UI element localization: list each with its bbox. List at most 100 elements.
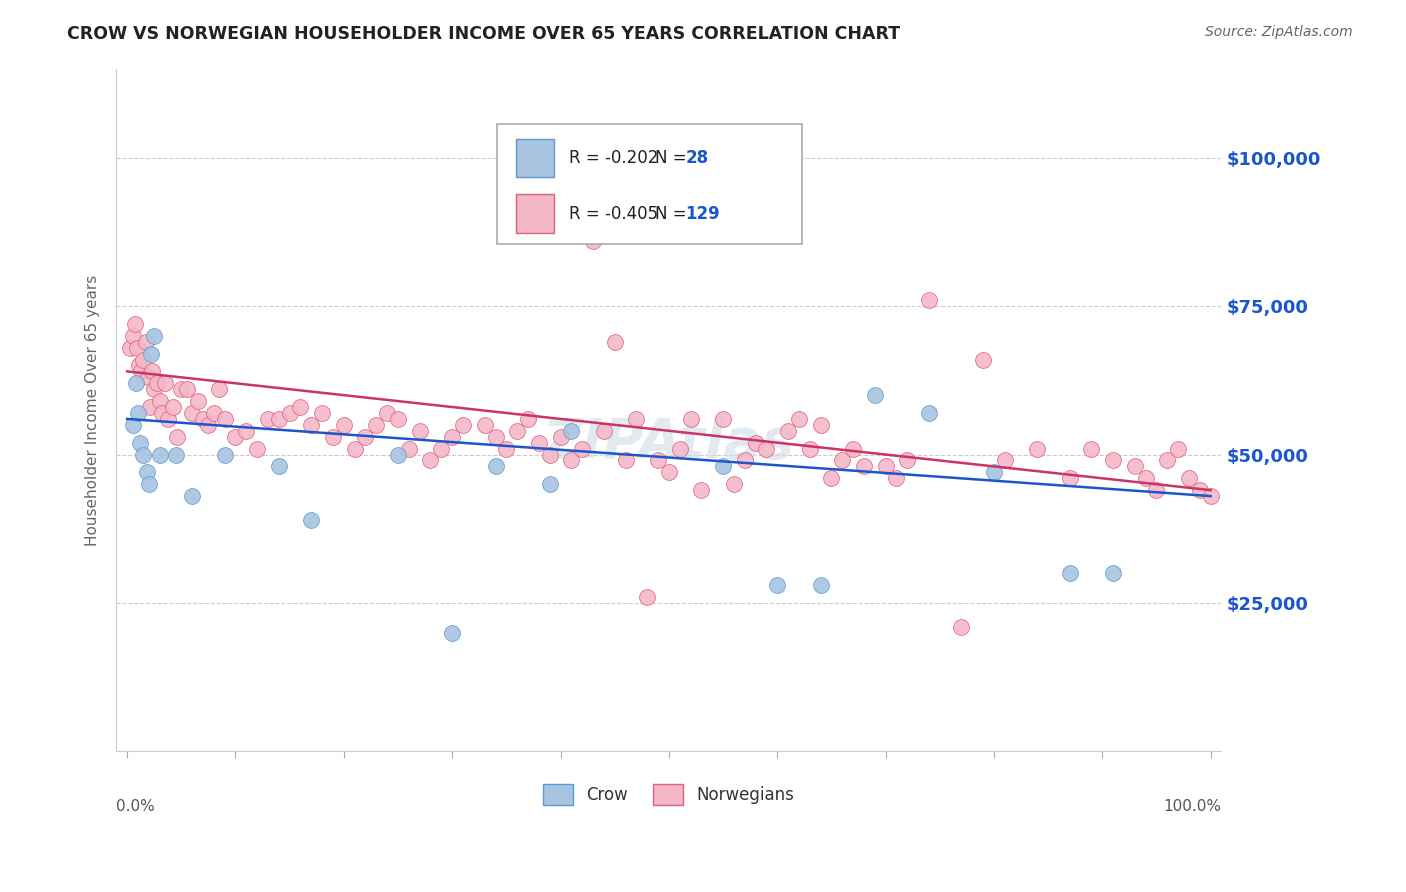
Point xyxy=(766,578,789,592)
Point xyxy=(538,477,561,491)
Point xyxy=(950,620,973,634)
Point xyxy=(290,400,312,414)
Point xyxy=(918,406,941,420)
Point xyxy=(1123,459,1146,474)
Text: N =: N = xyxy=(655,204,692,223)
Point xyxy=(139,400,162,414)
Point xyxy=(143,382,166,396)
Point xyxy=(181,406,204,420)
Point xyxy=(842,442,865,456)
Point xyxy=(157,412,180,426)
Point xyxy=(484,459,506,474)
Point xyxy=(527,435,550,450)
Text: N =: N = xyxy=(655,149,692,167)
Text: 129: 129 xyxy=(685,204,720,223)
Point xyxy=(121,328,143,343)
Point xyxy=(299,513,322,527)
Point xyxy=(311,406,333,420)
Point xyxy=(787,412,810,426)
Point xyxy=(1102,566,1125,581)
Point xyxy=(125,376,148,391)
Point xyxy=(121,417,143,432)
Point xyxy=(181,489,204,503)
Point xyxy=(141,364,163,378)
Text: 0.0%: 0.0% xyxy=(117,799,155,814)
Point xyxy=(723,477,745,491)
Point xyxy=(776,424,799,438)
Text: CROW VS NORWEGIAN HOUSEHOLDER INCOME OVER 65 YEARS CORRELATION CHART: CROW VS NORWEGIAN HOUSEHOLDER INCOME OVE… xyxy=(67,25,901,43)
Point xyxy=(1199,489,1222,503)
Point xyxy=(1188,483,1211,498)
Point xyxy=(170,382,193,396)
Point xyxy=(257,412,280,426)
Point xyxy=(208,382,231,396)
Point xyxy=(214,448,236,462)
Point xyxy=(366,417,388,432)
Point xyxy=(166,430,188,444)
Point xyxy=(191,412,214,426)
Point xyxy=(810,578,832,592)
Point xyxy=(603,334,626,349)
Point xyxy=(875,459,897,474)
Text: R = -0.405: R = -0.405 xyxy=(569,204,658,223)
Point xyxy=(419,453,441,467)
Point xyxy=(1059,471,1081,485)
Point xyxy=(146,376,169,391)
Point xyxy=(176,382,198,396)
Point xyxy=(132,448,155,462)
Point xyxy=(1135,471,1157,485)
Point xyxy=(343,442,366,456)
Point xyxy=(135,466,157,480)
Point xyxy=(896,453,918,467)
Point xyxy=(387,412,409,426)
Point xyxy=(1156,453,1178,467)
Point xyxy=(125,341,148,355)
Point xyxy=(799,442,821,456)
Point xyxy=(186,394,208,409)
Point xyxy=(124,317,146,331)
Point xyxy=(149,394,172,409)
Point xyxy=(246,442,269,456)
Point xyxy=(136,370,159,384)
Point xyxy=(918,293,941,307)
Point xyxy=(972,352,994,367)
Point xyxy=(451,417,474,432)
Point xyxy=(149,448,172,462)
Point xyxy=(322,430,344,444)
Point xyxy=(517,412,540,426)
Point xyxy=(1167,442,1189,456)
Point xyxy=(474,417,496,432)
Point xyxy=(679,412,702,426)
Text: R = -0.202: R = -0.202 xyxy=(569,149,658,167)
Point xyxy=(734,453,756,467)
Point xyxy=(441,625,464,640)
Point xyxy=(127,406,149,420)
Point xyxy=(150,406,173,420)
Point xyxy=(484,430,506,444)
Point xyxy=(506,424,529,438)
Point xyxy=(143,328,166,343)
Point xyxy=(1080,442,1102,456)
Point xyxy=(658,466,681,480)
Point xyxy=(626,412,648,426)
Point xyxy=(614,453,637,467)
Point xyxy=(197,417,219,432)
Point xyxy=(153,376,176,391)
Point xyxy=(755,442,778,456)
Point xyxy=(560,453,582,467)
Point xyxy=(354,430,377,444)
Point xyxy=(820,471,842,485)
Point xyxy=(711,459,734,474)
Point xyxy=(138,477,160,491)
Point xyxy=(810,417,832,432)
Text: ZIPAtlas: ZIPAtlas xyxy=(543,416,794,470)
Point xyxy=(863,388,886,402)
Point xyxy=(495,442,517,456)
Point xyxy=(408,424,430,438)
Point xyxy=(668,442,690,456)
Point xyxy=(831,453,853,467)
Point xyxy=(430,442,453,456)
Point xyxy=(1026,442,1049,456)
Point xyxy=(1059,566,1081,581)
Point xyxy=(162,400,184,414)
